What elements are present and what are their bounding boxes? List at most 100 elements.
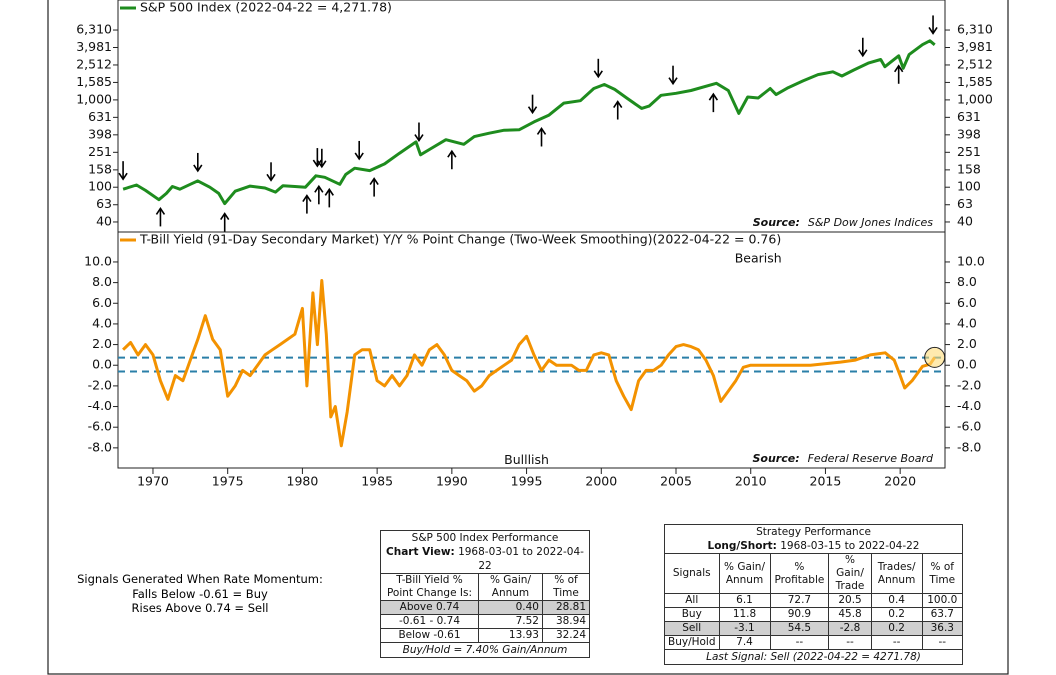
arrow-head [193,164,203,173]
column-header: % of Time [541,573,591,601]
y-tick-label: 2,512 [76,56,112,71]
table-cell: 0.40 [477,600,543,615]
buy-arrow [536,127,547,147]
x-tick-label: 1985 [361,474,393,489]
table-row: Buy 11.8 90.9 45.8 0.2 63.7 [664,607,964,622]
table-cell: 0.4 [870,593,923,608]
y-tick-label: -6.0 [88,419,112,434]
sell-arrow [354,140,364,161]
source-text: S&P Dow Jones Indices [808,216,933,229]
table-cell: -0.61 - 0.74 [380,614,479,629]
table-cell: Buy [664,607,720,622]
y-tick-label: 6.0 [92,295,112,310]
table-cell: 20.5 [828,593,872,608]
y-tick-label-right: -8.0 [957,439,981,454]
column-header: Trades/ Annum [870,553,923,594]
y-tick-label: -8.0 [88,439,112,454]
buy-arrow [314,184,324,205]
table-footer: Buy/Hold = 7.40% Gain/Annum [380,643,590,658]
y-tick-label-right: 1,585 [957,74,993,89]
y-tick-label: 2.0 [92,336,112,351]
x-tick-label: 2000 [585,474,617,489]
sell-arrow [668,65,678,86]
sell-arrow [317,148,327,169]
data-line [122,39,936,206]
y-tick-label-right: 2,512 [957,56,993,71]
arrow-head [668,77,678,86]
y-tick-label: 1,000 [76,91,112,106]
y-tick-label: 40 [96,213,112,228]
table-row: Buy/Hold 7.4 -- -- -- -- [664,635,964,650]
buy-arrow [894,64,904,84]
table-cell: 54.5 [769,621,830,636]
table-cell: 36.3 [921,621,964,636]
arrow-head [447,149,457,158]
arrow-head [220,212,230,220]
table-cell: Above 0.74 [380,600,479,615]
signals-note: Signals Generated When Rate Momentum: Fa… [70,572,330,616]
y-tick-label: 398 [88,126,112,141]
table-title-text: S&P 500 Index Performance [411,532,559,544]
source: Source: S&P Dow Jones Indices [753,216,934,229]
table-row: Above 0.74 0.40 28.81 [380,600,591,615]
x-tick-label: 2020 [884,474,916,489]
table-cell: 6.1 [718,593,771,608]
y-tick-label: 0.0 [92,357,112,372]
column-header: % Profitable [769,553,830,594]
y-tick-label: 251 [88,144,112,159]
y-tick-label: -4.0 [88,398,112,413]
source-label: Source: [752,452,799,465]
last-point-highlight [924,346,946,368]
subtitle-label: Chart View: [386,546,455,558]
y-tick-label-right: -6.0 [957,419,981,434]
y-tick-label-right: 2.0 [957,336,977,351]
table-cell: 28.81 [541,600,591,615]
x-tick-label: 1970 [137,474,169,489]
y-tick-label: 6,310 [76,22,112,37]
arrow-head [613,100,623,108]
subtitle-text: 1968-03-01 to 2022-04-22 [458,546,584,572]
sell-arrow [928,15,938,35]
table-subtitle: Chart View: 1968-03-01 to 2022-04-22 [381,545,589,573]
table-subtitle: Long/Short: 1968-03-15 to 2022-04-22 [665,539,962,553]
table-cell: 38.94 [541,614,591,629]
column-header: % Gain/ Trade [828,553,872,594]
table-title: S&P 500 Index Performance Chart View: 196… [380,530,590,573]
y-tick-label: 631 [88,109,112,124]
subtitle-label: Long/Short: [707,540,777,552]
table-cell: 45.8 [828,607,872,622]
y-tick-label-right: 40 [957,213,973,228]
table-cell: 100.0 [921,593,964,608]
table: T-Bill Yield % Point Change Is:% Gain/ A… [380,573,591,643]
table-row: Below -0.61 13.93 32.24 [380,628,591,643]
arrow-head [928,26,938,35]
sell-arrow [118,161,128,181]
table-cell: -2.8 [828,621,872,636]
y-tick-label-right: 158 [957,161,981,176]
arrow-head [317,160,327,169]
x-tick-label: 1975 [212,474,244,489]
x-tick-label: 2015 [810,474,842,489]
data-line [122,279,936,448]
table-cell: 13.93 [477,628,543,643]
table-cell: 32.24 [541,628,591,643]
table-cell: 7.4 [718,635,771,650]
table-cell: -- [769,635,830,650]
buy-arrow [302,194,312,214]
y-tick-label-right: 10.0 [957,253,985,268]
table-cell: -- [828,635,872,650]
table-cell: 63.7 [921,607,964,622]
y-tick-label: 4.0 [92,315,112,330]
arrow-head [324,187,334,196]
arrow-head [266,173,276,182]
column-header: % Gain/ Annum [477,573,543,601]
arrow-head [302,194,312,203]
y-tick-label-right: 0.0 [957,357,977,372]
y-tick-label-right: -2.0 [957,377,981,392]
arrow-head [527,106,538,115]
table-row: All 6.1 72.7 20.5 0.4 100.0 [664,593,964,608]
header-row: Signals% Gain/ Annum% Profitable% Gain/ … [664,553,964,594]
table-cell: 0.2 [870,607,923,622]
